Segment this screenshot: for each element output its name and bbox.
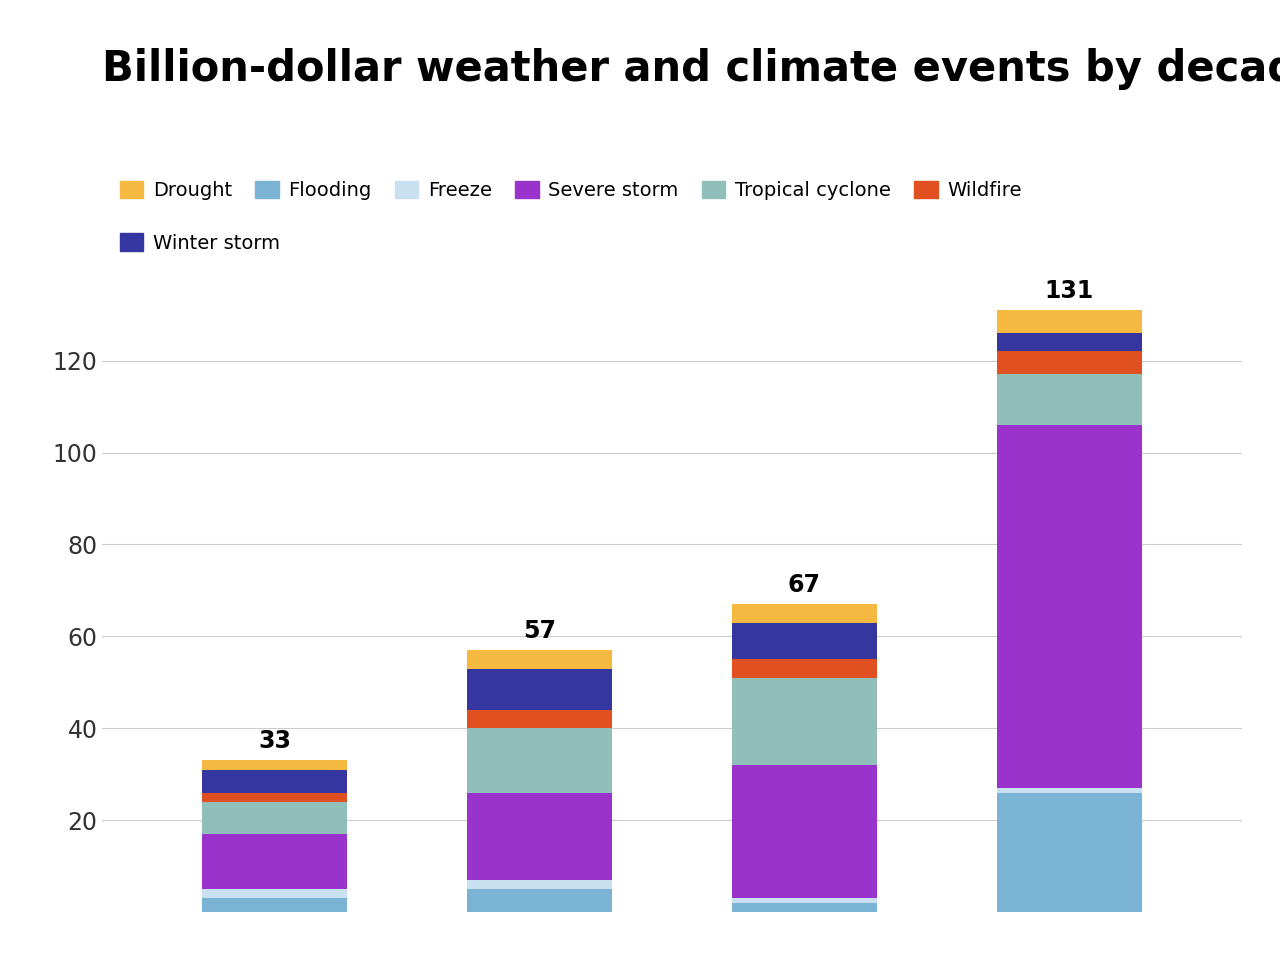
Bar bbox=[467, 889, 612, 912]
Bar bbox=[997, 310, 1142, 333]
Bar bbox=[467, 668, 612, 709]
Bar bbox=[467, 650, 612, 668]
Bar bbox=[732, 660, 877, 678]
Bar bbox=[202, 834, 347, 889]
Text: 67: 67 bbox=[788, 573, 820, 597]
Bar bbox=[732, 899, 877, 902]
Bar bbox=[467, 879, 612, 889]
Bar bbox=[467, 793, 612, 879]
Text: 57: 57 bbox=[524, 619, 556, 643]
Bar bbox=[467, 709, 612, 729]
Text: Billion-dollar weather and climate events by decade: Billion-dollar weather and climate event… bbox=[102, 48, 1280, 90]
Bar bbox=[997, 788, 1142, 793]
Bar bbox=[732, 623, 877, 660]
Bar bbox=[997, 793, 1142, 912]
Bar bbox=[732, 604, 877, 623]
Bar bbox=[202, 770, 347, 793]
Bar bbox=[467, 729, 612, 793]
Bar bbox=[997, 351, 1142, 374]
Bar bbox=[997, 374, 1142, 425]
Bar bbox=[202, 899, 347, 912]
Bar bbox=[202, 793, 347, 802]
Text: 33: 33 bbox=[259, 730, 291, 754]
Text: 131: 131 bbox=[1044, 279, 1094, 303]
Bar bbox=[997, 425, 1142, 788]
Bar bbox=[732, 765, 877, 899]
Bar bbox=[202, 802, 347, 834]
Legend: Winter storm: Winter storm bbox=[113, 226, 288, 260]
Legend: Drought, Flooding, Freeze, Severe storm, Tropical cyclone, Wildfire: Drought, Flooding, Freeze, Severe storm,… bbox=[113, 173, 1029, 207]
Bar bbox=[732, 902, 877, 912]
Bar bbox=[202, 889, 347, 899]
Bar bbox=[732, 678, 877, 765]
Bar bbox=[997, 333, 1142, 351]
Bar bbox=[202, 760, 347, 770]
